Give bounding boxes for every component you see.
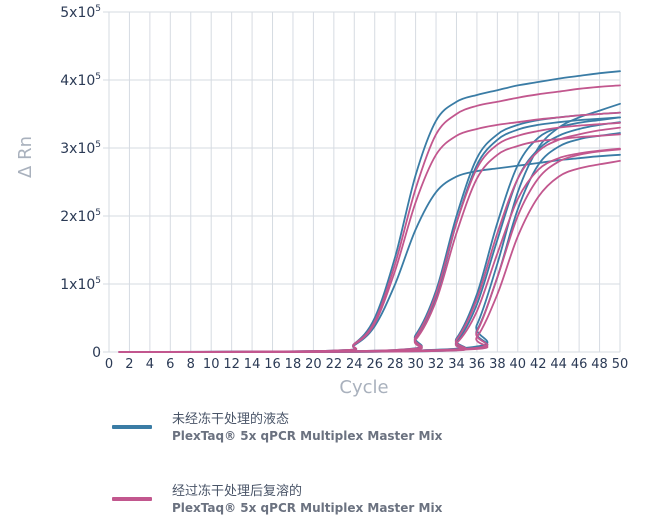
x-tick-label: 34 — [448, 357, 465, 372]
x-tick-label: 32 — [428, 357, 445, 372]
x-tick-label: 8 — [187, 357, 195, 372]
legend-label-liquid: 未经冻干处理的液态 — [172, 412, 290, 427]
grid — [103, 11, 621, 353]
series-line-a-2 — [118, 111, 621, 353]
x-tick-label: 4 — [146, 357, 154, 372]
x-tick-label: 48 — [591, 357, 608, 372]
y-tick-label: 3x105 — [60, 140, 101, 157]
x-tick-label: 0 — [105, 357, 113, 372]
series-line-a-0 — [118, 70, 621, 353]
series-line-b-15 — [118, 160, 621, 353]
series-line-b-11 — [118, 133, 621, 353]
x-tick-label: 26 — [366, 357, 383, 372]
legend-product-reconstituted: PlexTaq® 5x qPCR Multiplex Master Mix — [172, 501, 443, 515]
x-tick-label: 18 — [285, 357, 302, 372]
series-line-a-1 — [118, 153, 621, 353]
x-tick-label: 6 — [166, 357, 174, 372]
x-tick-label: 2 — [125, 357, 133, 372]
x-tick-label: 44 — [550, 357, 567, 372]
x-tick-label: 24 — [346, 357, 363, 372]
x-tick-label: 46 — [571, 357, 588, 372]
series-line-b-14 — [118, 148, 621, 353]
x-tick-label: 12 — [223, 357, 240, 372]
series-line-a-3 — [118, 116, 621, 353]
amplification-curves — [118, 70, 621, 353]
x-tick-label: 38 — [489, 357, 506, 372]
series-line-b-9 — [118, 111, 621, 353]
y-tick-label: 4x105 — [60, 72, 101, 89]
y-tick-label: 1x105 — [60, 276, 101, 293]
series-line-a-7 — [118, 132, 621, 353]
series-line-b-8 — [118, 84, 621, 353]
x-tick-label: 28 — [387, 357, 404, 372]
x-tick-label: 50 — [612, 357, 629, 372]
x-tick-label: 20 — [305, 357, 322, 372]
x-tick-label: 30 — [407, 357, 424, 372]
y-tick-label: 5x105 — [60, 4, 101, 21]
legend-swatch-liquid — [112, 425, 152, 429]
x-tick-label: 40 — [510, 357, 527, 372]
legend-swatch-reconstituted — [112, 497, 152, 501]
y-axis-title: Δ Rn — [15, 136, 36, 178]
x-tick-label: 10 — [203, 357, 220, 372]
y-axis-ticks: 0 1x105 2x105 3x105 4x105 5x105 — [60, 4, 101, 361]
x-tick-label: 42 — [530, 357, 547, 372]
y-tick-label: 2x105 — [60, 208, 101, 225]
series-line-a-4 — [118, 116, 621, 353]
legend-label-reconstituted: 经过冻干处理后复溶的 — [172, 484, 303, 499]
x-axis-ticks: 0 2 4 6 8 10 12 14 16 18 20 22 24 26 28 30 32 34 36 38 40 42 4… — [105, 357, 628, 372]
legend-product-liquid: PlexTaq® 5x qPCR Multiplex Master Mix — [172, 429, 443, 443]
x-tick-label: 16 — [264, 357, 281, 372]
x-tick-label: 14 — [244, 357, 261, 372]
x-tick-label: 22 — [326, 357, 343, 372]
y-tick-label: 0 — [92, 345, 101, 361]
series-line-b-13 — [118, 147, 621, 353]
x-tick-label: 36 — [469, 357, 486, 372]
x-axis-title: Cycle — [339, 377, 388, 398]
